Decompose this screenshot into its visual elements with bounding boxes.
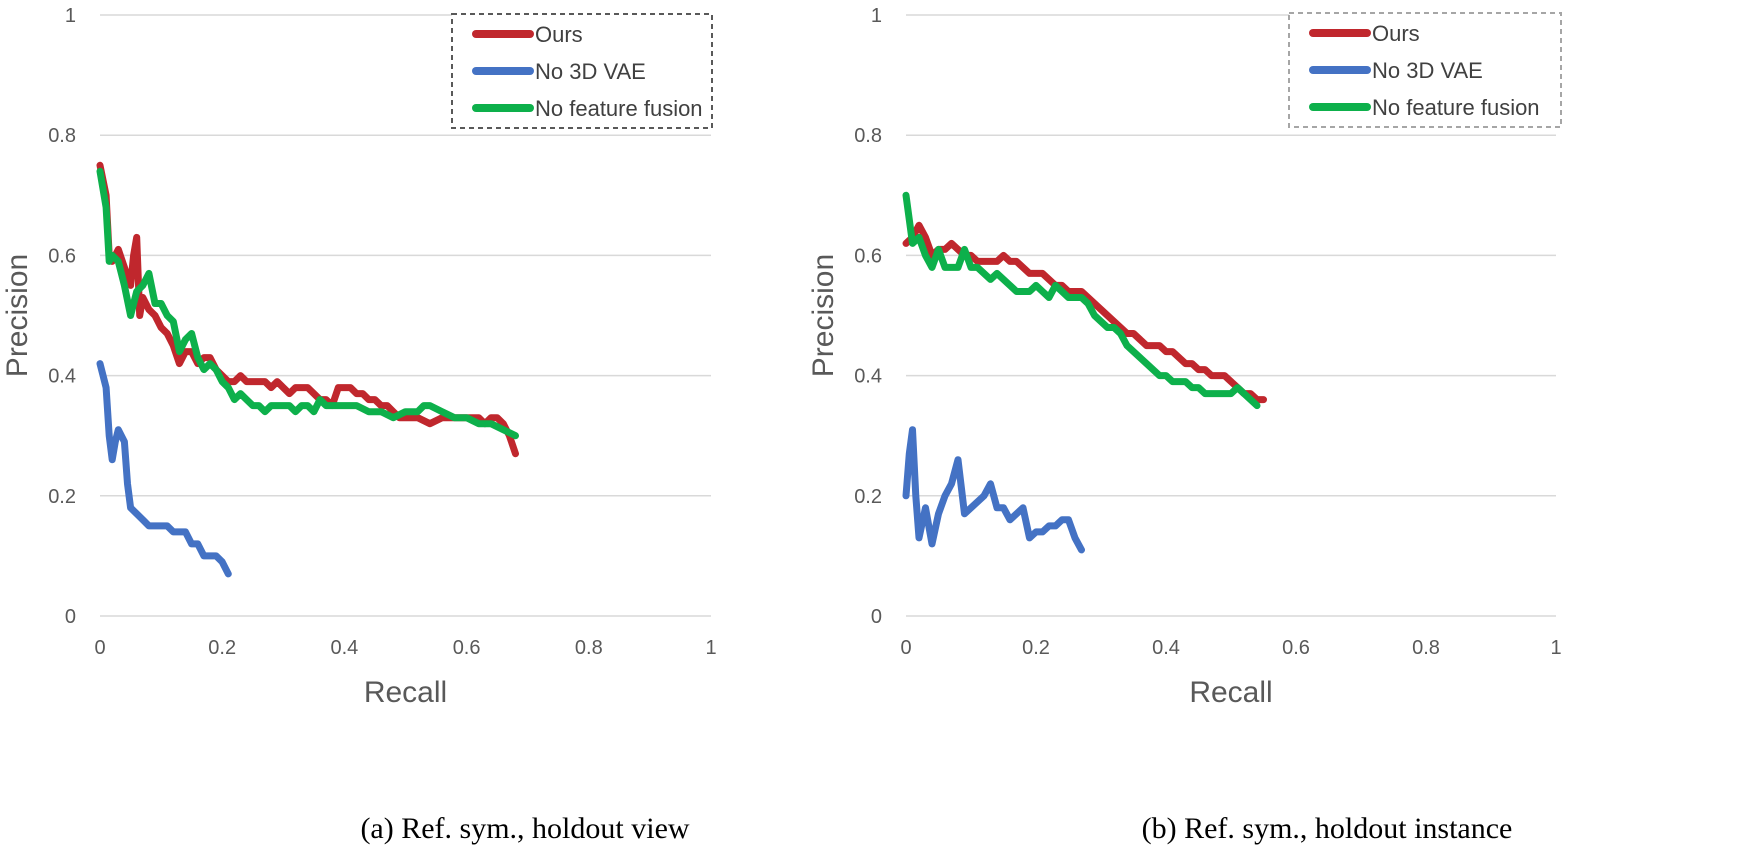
caption-a: (a) Ref. sym., holdout view (360, 812, 689, 845)
y-axis-title: Precision (1, 254, 34, 377)
legend-label-ours: Ours (535, 22, 583, 47)
legend-label-no-feature-fusion: No feature fusion (535, 96, 703, 121)
caption-b: (b) Ref. sym., holdout instance (1142, 812, 1513, 845)
x-tick-label: 0.4 (330, 637, 358, 659)
x-tick-label: 0 (900, 637, 911, 659)
series-line-no-feature-fusion (902, 191, 1261, 410)
x-tick-label: 0.6 (1282, 637, 1310, 659)
legend-label-no-3d-vae: No 3D VAE (1372, 58, 1483, 83)
y-tick-label: 0.2 (854, 486, 882, 508)
y-tick-label: 0.6 (854, 245, 882, 267)
legend-label-no-3d-vae: No 3D VAE (535, 59, 646, 84)
y-axis-title: Precision (807, 254, 840, 377)
x-tick-label: 0.6 (453, 637, 481, 659)
y-tick-label: 0 (65, 606, 76, 628)
y-tick-label: 1 (871, 5, 882, 27)
y-tick-label: 0.8 (854, 125, 882, 147)
y-tick-label: 0.8 (48, 125, 76, 147)
y-tick-label: 0.2 (48, 486, 76, 508)
x-tick-label: 0.8 (575, 637, 603, 659)
series-line-no-feature-fusion (96, 167, 519, 440)
series-line-no-3d-vae (96, 360, 232, 578)
y-tick-label: 0.4 (48, 366, 76, 388)
chart-holdout-instance: 0 0.2 0.4 0.6 0.8 1 0 0.2 0.4 0.6 0.8 1 Recall Precis… (807, 5, 1562, 709)
x-tick-label: 0.4 (1152, 637, 1180, 659)
legend-label-no-feature-fusion: No feature fusion (1372, 95, 1540, 120)
x-axis-title: Recall (1189, 676, 1272, 709)
y-tick-label: 0.6 (48, 245, 76, 267)
y-tick-label: 1 (65, 5, 76, 27)
x-tick-label: 0.8 (1412, 637, 1440, 659)
y-tick-label: 0 (871, 606, 882, 628)
chart-holdout-view: 0 0.2 0.4 0.6 0.8 1 0 0.2 0.4 0.6 0.8 1 Recall Precis… (1, 5, 717, 709)
x-tick-label: 1 (1550, 637, 1561, 659)
x-tick-label: 0.2 (208, 637, 236, 659)
series-line-no-3d-vae (902, 426, 1085, 554)
series-line-ours (902, 221, 1267, 404)
x-tick-label: 1 (705, 637, 716, 659)
x-tick-label: 0 (94, 637, 105, 659)
y-tick-label: 0.4 (854, 366, 882, 388)
x-axis-title: Recall (364, 676, 447, 709)
legend-label-ours: Ours (1372, 21, 1420, 46)
x-tick-label: 0.2 (1022, 637, 1050, 659)
series-line-ours (96, 161, 519, 458)
